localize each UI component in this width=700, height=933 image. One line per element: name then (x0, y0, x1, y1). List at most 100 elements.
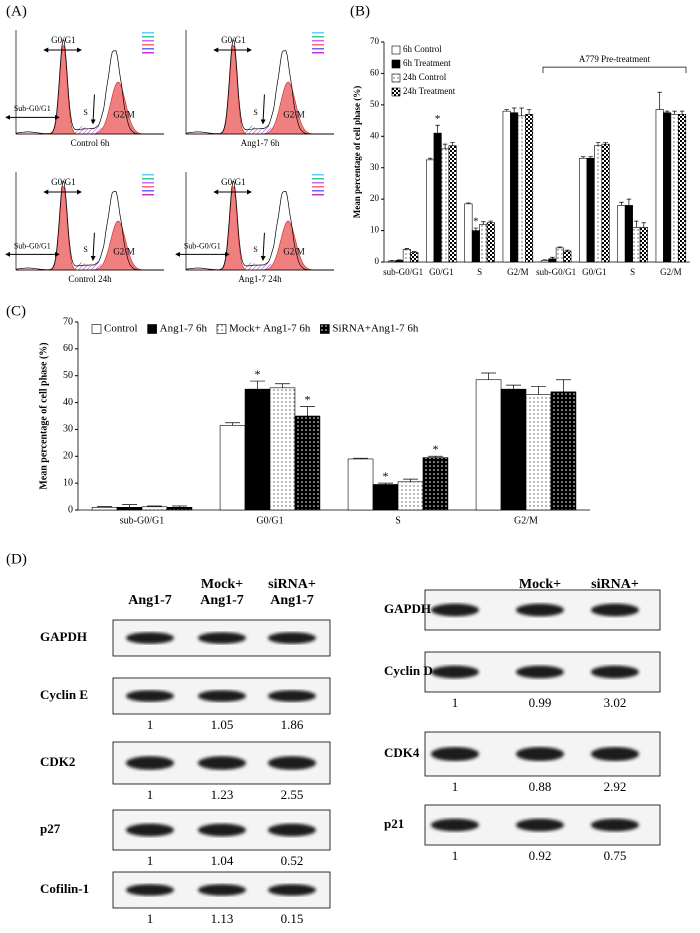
y-tick-label: 70 (63, 316, 73, 327)
legend-swatch (142, 32, 154, 34)
bar (639, 227, 648, 263)
phase-label: G0/G1 (221, 177, 246, 187)
bar (441, 148, 450, 263)
arrow (90, 94, 96, 125)
y-tick-label: 50 (370, 99, 380, 109)
legend-swatch (312, 40, 324, 42)
quantification: 1.13 (211, 911, 234, 926)
error-bar (542, 259, 548, 261)
y-tick-label: 10 (370, 225, 380, 235)
band (591, 818, 639, 832)
phase-label: S (253, 108, 257, 117)
legend-label: 24h Treatment (403, 86, 456, 96)
band (268, 823, 316, 837)
axes (15, 172, 164, 271)
bar (116, 507, 143, 511)
quantification: 1 (147, 911, 154, 926)
significance: * (255, 367, 261, 381)
error-bar (122, 504, 138, 508)
band (268, 884, 316, 896)
arrow (260, 94, 266, 125)
lane-header: siRNA+ (268, 577, 316, 592)
hatch-area (16, 262, 164, 270)
histogram-outline (185, 39, 334, 135)
y-tick-label: 40 (370, 130, 380, 140)
band (516, 603, 564, 617)
band (198, 690, 246, 702)
error-bar (353, 457, 369, 459)
quantification: 1 (147, 717, 154, 732)
y-tick-label: 30 (63, 424, 73, 435)
error-bar (565, 249, 570, 251)
panel-label: (C) (6, 303, 26, 319)
histogram-caption: Ang1-7 24h (238, 274, 282, 284)
error-bar (412, 251, 417, 253)
band (126, 690, 174, 702)
bar (347, 458, 374, 511)
bar (141, 506, 168, 511)
error-bar (404, 248, 410, 250)
lane-header: Mock+ (519, 577, 561, 592)
error-bar (450, 142, 455, 146)
lane-header: Ang1-7 (128, 593, 172, 608)
x-tick-label: S (630, 267, 635, 277)
protein-label: Cofilin-1 (40, 881, 89, 896)
band (268, 756, 316, 770)
protein-label: CDK4 (384, 745, 420, 760)
band (198, 823, 246, 837)
error-bar (481, 221, 486, 225)
bar (372, 484, 399, 511)
bar (269, 387, 296, 511)
g1-peak (186, 185, 334, 271)
phase-label: G2/M (283, 246, 305, 256)
bar (617, 205, 626, 263)
protein-label: p21 (384, 816, 404, 831)
quantification: 1 (147, 787, 154, 802)
error-bar (679, 110, 685, 115)
axes (15, 30, 164, 135)
error-bar (580, 156, 586, 159)
error-bar (378, 482, 394, 485)
band (126, 632, 174, 644)
band (431, 665, 479, 679)
legend-swatch (142, 194, 154, 196)
band (198, 632, 246, 644)
error-bar (603, 142, 608, 145)
phase-label: Sub-G0/G1 (14, 104, 51, 113)
x-tick-label: S (395, 515, 401, 526)
y-tick-label: 20 (63, 451, 73, 462)
legend-swatch (147, 324, 157, 334)
lane-header: Ang1-7 (200, 593, 244, 608)
y-tick-label: 0 (68, 504, 73, 515)
bar (586, 157, 595, 263)
histogram-caption: Control 6h (71, 138, 110, 148)
band (431, 746, 479, 762)
band (126, 756, 174, 770)
significance: * (473, 216, 479, 228)
mini-legend (312, 32, 324, 54)
legend-swatch (312, 190, 324, 192)
legend-swatch (312, 32, 324, 34)
error-bar (171, 505, 187, 508)
bar (601, 143, 610, 263)
bar (548, 258, 557, 263)
bar (475, 379, 502, 511)
legend-label: 6h Control (403, 44, 442, 54)
bar (550, 391, 577, 511)
x-tick-label: G2/M (507, 267, 529, 277)
mini-legend (142, 174, 154, 196)
bar (670, 113, 679, 263)
legend-swatch (142, 186, 154, 188)
annotation: A779 Pre-treatment (579, 54, 651, 64)
legend-swatch (312, 36, 324, 38)
bar (395, 260, 404, 263)
legend-swatch (312, 44, 324, 46)
error-bar (550, 256, 555, 259)
error-bar (595, 142, 601, 146)
panel-label: (A) (6, 3, 27, 19)
bar (479, 223, 488, 263)
error-bar (588, 156, 593, 159)
y-axis-label: Mean percentage of cell phase (%) (352, 86, 362, 219)
y-tick-label: 60 (370, 67, 380, 77)
bracket (542, 66, 687, 74)
